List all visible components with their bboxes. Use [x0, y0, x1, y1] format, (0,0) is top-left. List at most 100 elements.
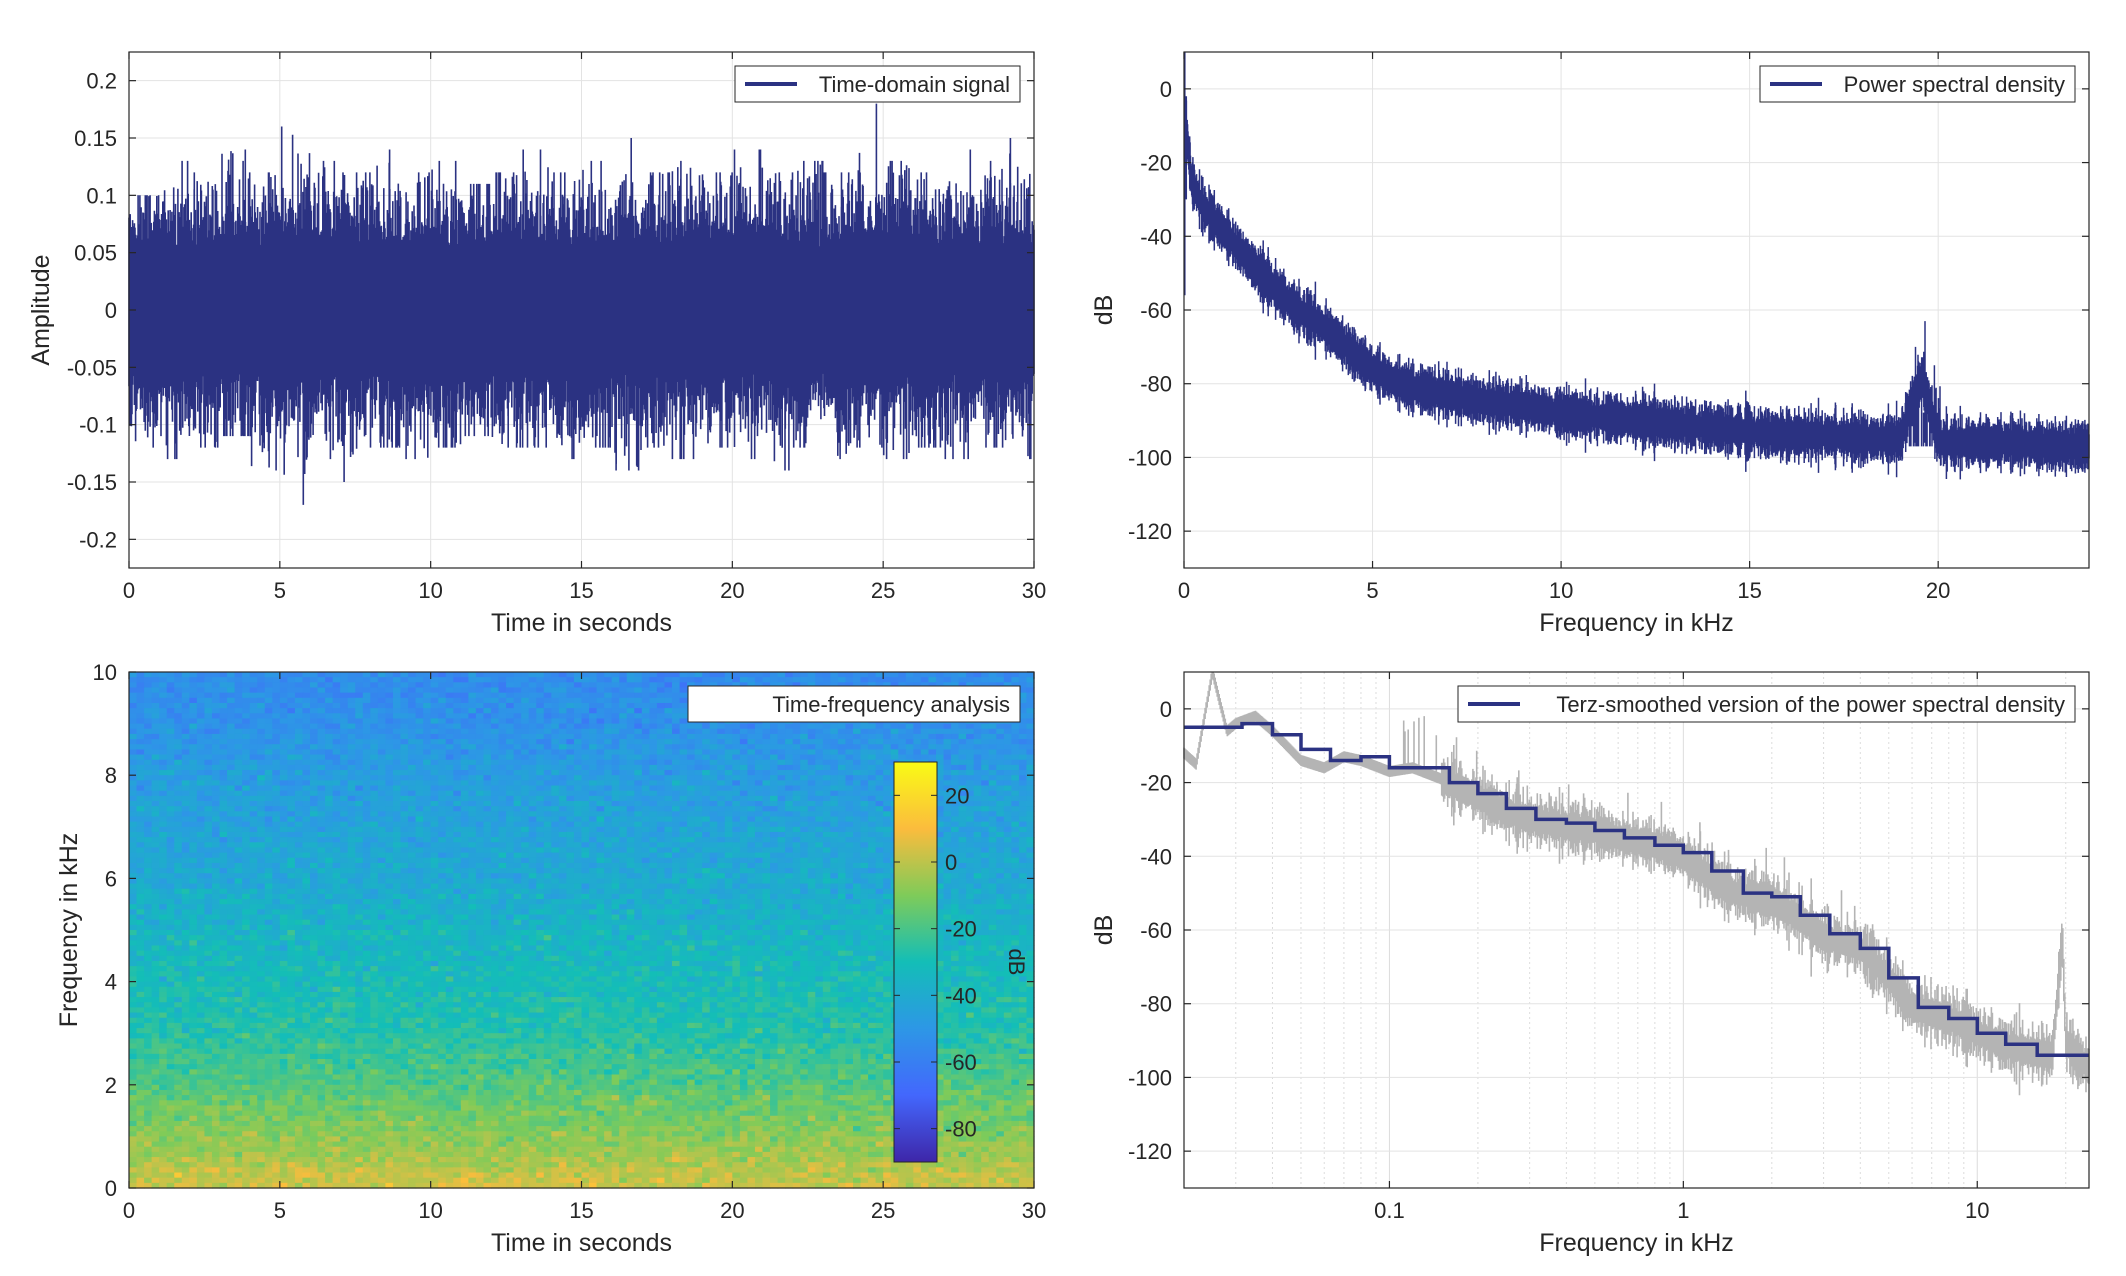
spectrogram-cell: [521, 672, 529, 678]
spectrogram-cell: [242, 816, 250, 822]
spectrogram-cell: [529, 693, 537, 699]
spectrogram-cell: [747, 863, 755, 869]
spectrogram-cell: [302, 827, 310, 833]
spectrogram-cell: [370, 786, 378, 792]
spectrogram-cell: [944, 837, 952, 843]
spectrogram-cell: [220, 687, 228, 693]
spectrogram-cell: [891, 734, 899, 740]
spectrogram-cell: [838, 775, 846, 781]
spectrogram-cell: [551, 827, 559, 833]
spectrogram-cell: [627, 677, 635, 683]
spectrogram-cell: [272, 806, 280, 812]
spectrogram-cell: [250, 677, 258, 683]
spectrogram-cell: [1004, 863, 1012, 869]
spectrogram-cell: [597, 796, 605, 802]
spectrogram-cell: [1011, 853, 1019, 859]
spectrogram-cell: [823, 863, 831, 869]
spectrogram-cell: [468, 806, 476, 812]
spectrogram-cell: [401, 827, 409, 833]
spectrogram-cell: [687, 729, 695, 735]
spectrogram-cell: [627, 765, 635, 771]
spectrogram-cell: [664, 816, 672, 822]
spectrogram-cell: [159, 775, 167, 781]
spectrogram-cell: [152, 827, 160, 833]
spectrogram-cell: [574, 873, 582, 879]
spectrogram-cell: [431, 677, 439, 683]
spectrogram-cell: [235, 842, 243, 848]
spectrogram-cell: [227, 853, 235, 859]
spectrogram-cell: [845, 853, 853, 859]
spectrogram-cell: [574, 863, 582, 869]
spectrogram-cell: [672, 791, 680, 797]
spectrogram-cell: [302, 842, 310, 848]
spectrogram-cell: [959, 868, 967, 874]
spectrogram-cell: [944, 832, 952, 838]
spectrogram-cell: [257, 806, 265, 812]
spectrogram-cell: [272, 718, 280, 724]
spectrogram-cell: [627, 770, 635, 776]
spectrogram-cell: [1026, 791, 1034, 797]
spectrogram-cell: [883, 811, 891, 817]
spectrogram-cell: [830, 842, 838, 848]
spectrogram-cell: [823, 780, 831, 786]
spectrogram-cell: [129, 677, 137, 683]
spectrogram-cell: [423, 682, 431, 688]
spectrogram-cell: [167, 713, 175, 719]
spectrogram-cell: [491, 878, 499, 884]
spectrogram-cell: [280, 842, 288, 848]
spectrogram-cell: [446, 775, 454, 781]
spectrogram-cell: [861, 760, 869, 766]
spectrogram-cell: [446, 801, 454, 807]
spectrogram-cell: [793, 744, 801, 750]
spectrogram-cell: [167, 837, 175, 843]
spectrogram-cell: [483, 672, 491, 678]
spectrogram-cell: [212, 749, 220, 755]
spectrogram-cell: [431, 693, 439, 699]
spectrogram-cell: [514, 806, 522, 812]
spectrogram-cell: [529, 806, 537, 812]
spectrogram-cell: [989, 858, 997, 864]
spectrogram-cell: [559, 837, 567, 843]
spectrogram-cell: [272, 693, 280, 699]
spectrogram-cell: [159, 729, 167, 735]
spectrogram-cell: [446, 718, 454, 724]
spectrogram-cell: [189, 847, 197, 853]
spectrogram-cell: [152, 806, 160, 812]
spectrogram-cell: [996, 749, 1004, 755]
spectrogram-cell: [664, 770, 672, 776]
spectrogram-cell: [966, 811, 974, 817]
spectrogram-cell: [1019, 796, 1027, 802]
spectrogram-cell: [137, 729, 145, 735]
spectrogram-cell: [695, 770, 703, 776]
spectrogram-cell: [227, 677, 235, 683]
spectrogram-cell: [378, 718, 386, 724]
spectrogram-cell: [800, 832, 808, 838]
spectrogram-cell: [627, 791, 635, 797]
spectrogram-cell: [491, 703, 499, 709]
spectrogram-cell: [981, 853, 989, 859]
spectrogram-cell: [280, 687, 288, 693]
spectrogram-cell: [318, 755, 326, 761]
spectrogram-cell: [302, 816, 310, 822]
spectrogram-cell: [137, 786, 145, 792]
spectrogram-cell: [461, 749, 469, 755]
spectrogram-cell: [823, 677, 831, 683]
spectrogram-cell: [189, 765, 197, 771]
spectrogram-cell: [325, 755, 333, 761]
spectrogram-cell: [197, 749, 205, 755]
spectrogram-cell: [612, 842, 620, 848]
spectrogram-cell: [1004, 775, 1012, 781]
spectrogram-cell: [944, 729, 952, 735]
spectrogram-cell: [551, 775, 559, 781]
spectrogram-cell: [800, 868, 808, 874]
spectrogram-cell: [702, 775, 710, 781]
spectrogram-cell: [649, 760, 657, 766]
spectrogram-cell: [235, 713, 243, 719]
spectrogram-cell: [325, 811, 333, 817]
spectrogram-cell: [333, 744, 341, 750]
spectrogram-cell: [559, 822, 567, 828]
spectrogram-cell: [1004, 770, 1012, 776]
spectrogram-cell: [680, 786, 688, 792]
spectrogram-cell: [785, 749, 793, 755]
spectrogram-cell: [431, 729, 439, 735]
